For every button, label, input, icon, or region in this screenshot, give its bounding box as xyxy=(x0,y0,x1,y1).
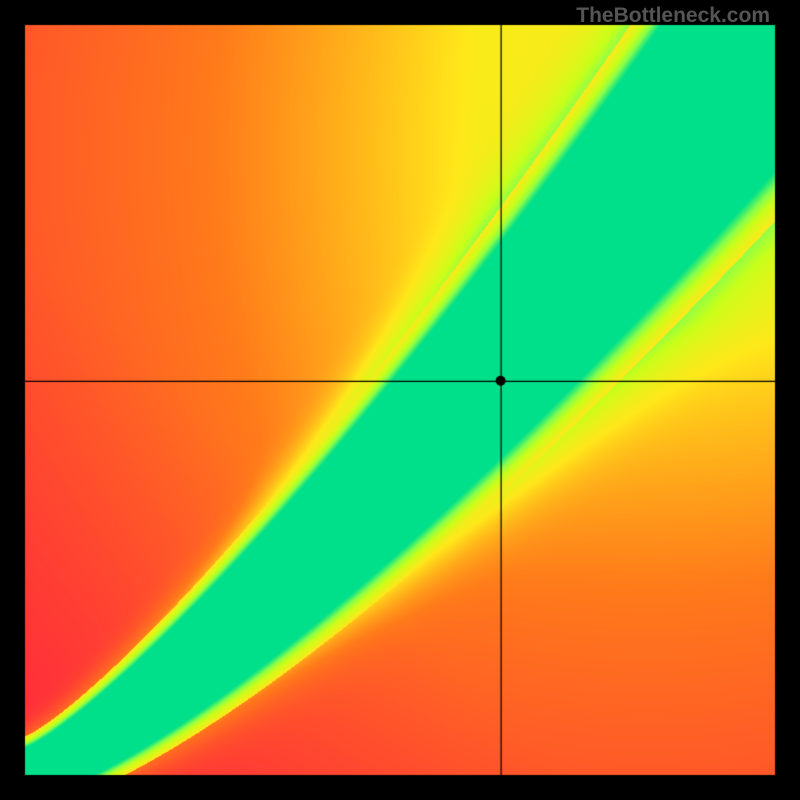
bottleneck-heatmap xyxy=(0,0,800,800)
watermark-text: TheBottleneck.com xyxy=(576,4,770,28)
chart-container: TheBottleneck.com xyxy=(0,0,800,800)
